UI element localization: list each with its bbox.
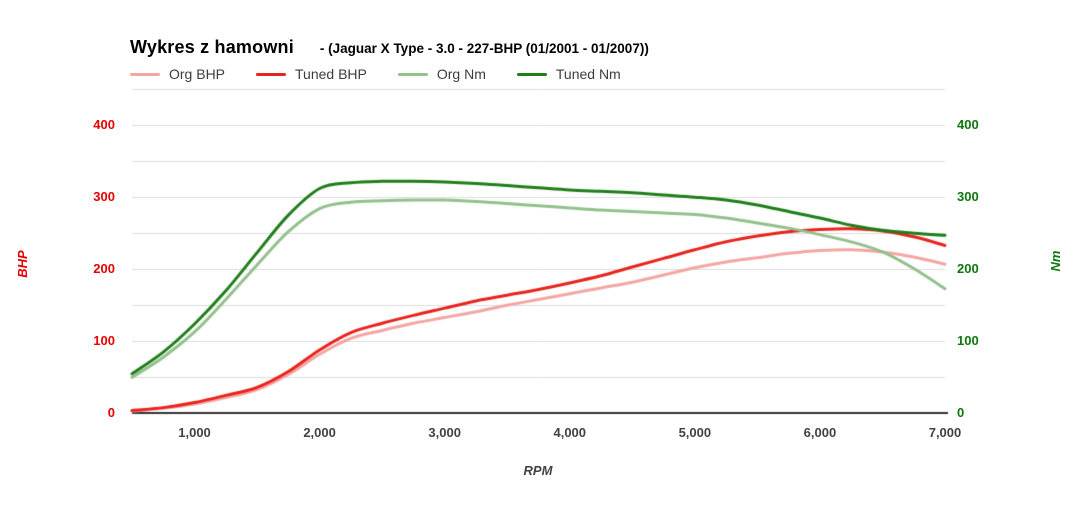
y-tick-left: 100 [93, 333, 115, 349]
x-tick: 7,000 [928, 425, 962, 440]
y-tick-left: 400 [93, 117, 115, 133]
y-tick-right: 0 [957, 405, 965, 421]
y-tick-left: 300 [93, 189, 115, 205]
x-tick: 2,000 [303, 425, 336, 440]
y-tick-right: 200 [957, 261, 979, 277]
y-tick-right: 300 [957, 189, 979, 205]
y-tick-left: 0 [107, 405, 115, 421]
y-axis-right-title: Nm [1048, 250, 1063, 272]
y-tick-left: 200 [93, 261, 115, 277]
y-axis-left-title: BHP [15, 250, 30, 278]
y-tick-right: 400 [957, 117, 979, 133]
x-tick: 3,000 [428, 425, 461, 440]
y-tick-right: 100 [957, 333, 979, 349]
x-tick: 4,000 [553, 425, 587, 440]
x-tick: 5,000 [678, 425, 712, 440]
x-tick: 6,000 [803, 425, 837, 440]
x-axis-title: RPM [523, 463, 553, 478]
x-tick: 1,000 [178, 425, 211, 440]
